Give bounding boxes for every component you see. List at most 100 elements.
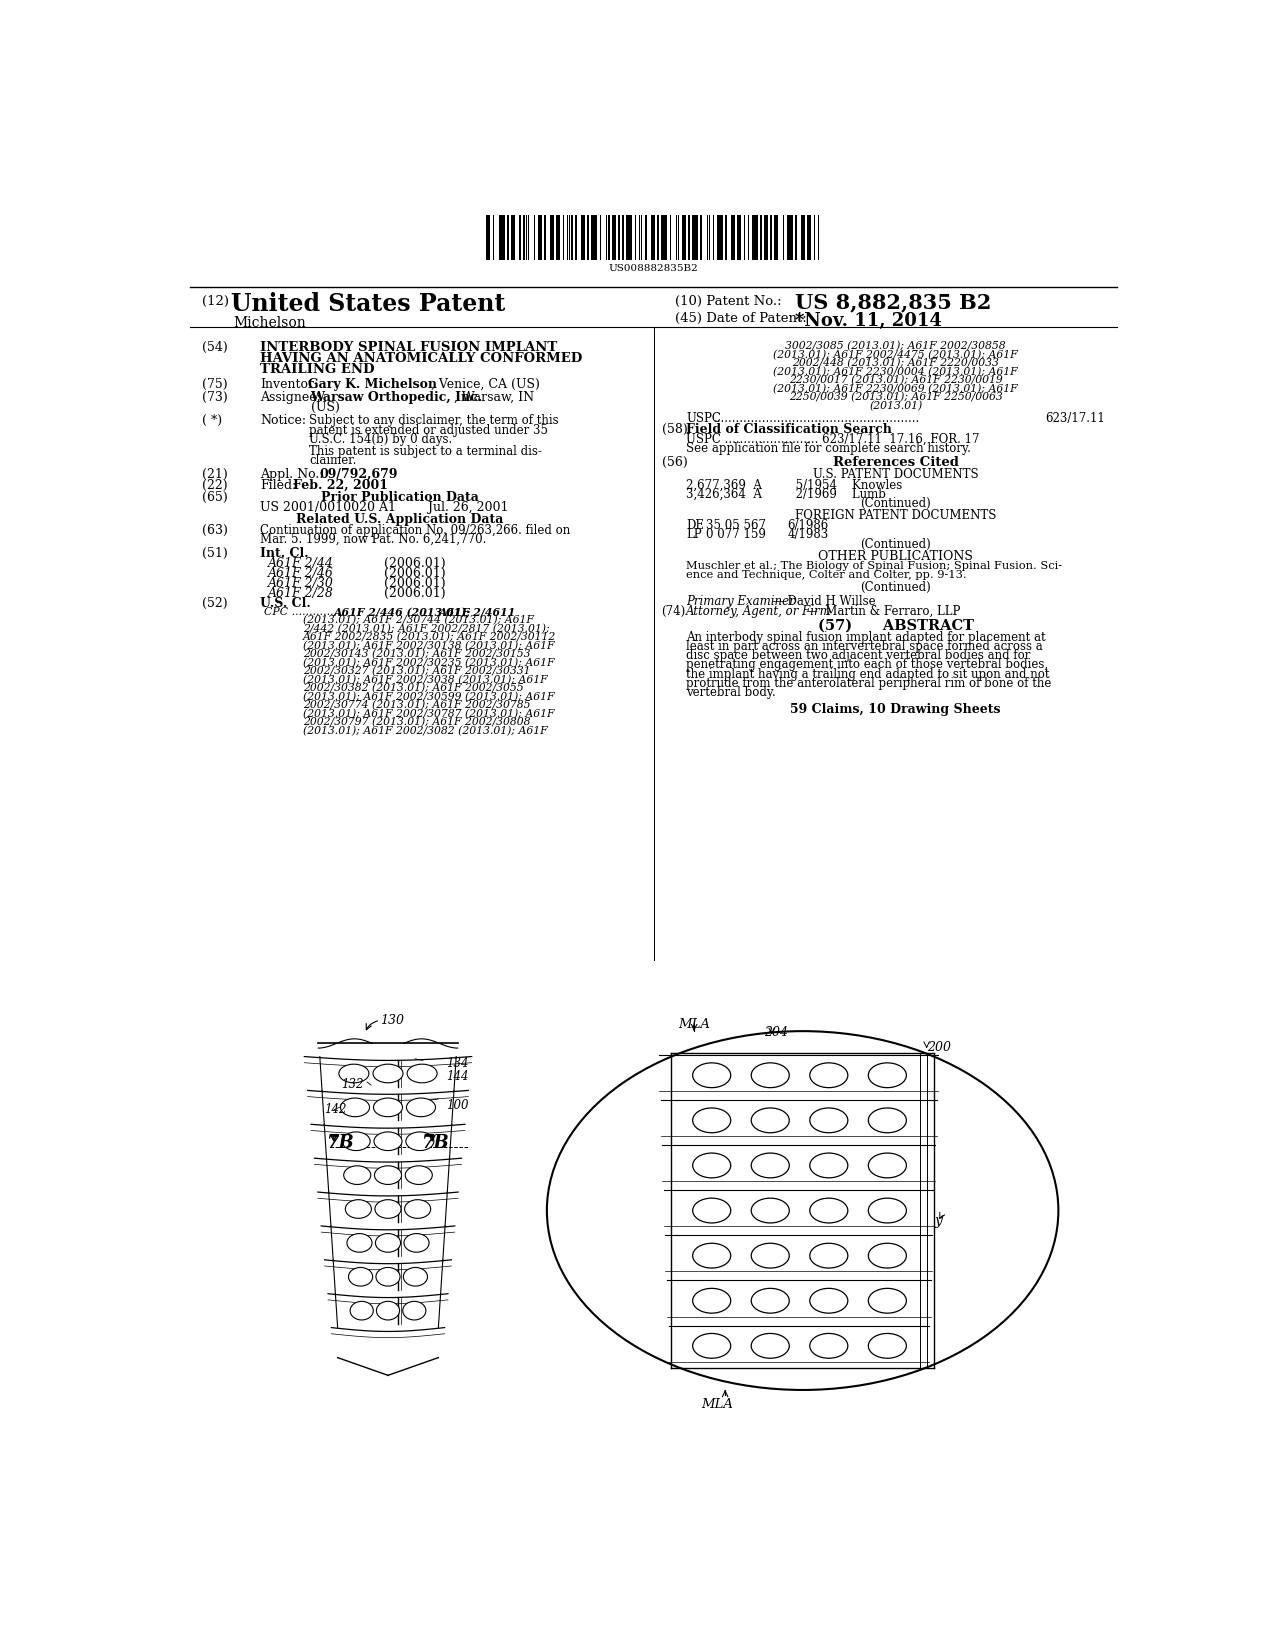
Ellipse shape <box>810 1198 848 1223</box>
Text: (2006.01): (2006.01) <box>384 587 446 601</box>
Bar <box>488 214 490 259</box>
Ellipse shape <box>692 1289 731 1313</box>
Ellipse shape <box>868 1063 907 1087</box>
Bar <box>696 214 697 259</box>
Ellipse shape <box>405 1167 432 1185</box>
Ellipse shape <box>375 1167 402 1185</box>
Text: (75): (75) <box>201 378 228 391</box>
Text: Michelson: Michelson <box>233 315 306 330</box>
Text: 142: 142 <box>324 1102 347 1115</box>
Text: Warsaw Orthopedic, Inc.: Warsaw Orthopedic, Inc. <box>311 391 483 404</box>
Text: 2002/30797 (2013.01); A61F 2002/30808: 2002/30797 (2013.01); A61F 2002/30808 <box>302 718 530 728</box>
Text: (74): (74) <box>662 604 686 617</box>
Ellipse shape <box>375 1234 400 1252</box>
Bar <box>534 214 536 259</box>
Text: (56): (56) <box>662 455 687 469</box>
Text: 2002/30774 (2013.01); A61F 2002/30785: 2002/30774 (2013.01); A61F 2002/30785 <box>302 700 530 711</box>
Text: 59 Claims, 10 Drawing Sheets: 59 Claims, 10 Drawing Sheets <box>790 703 1001 716</box>
Ellipse shape <box>810 1242 848 1269</box>
Ellipse shape <box>407 1097 436 1117</box>
Ellipse shape <box>405 1132 434 1150</box>
Text: 2002/30382 (2013.01); A61F 2002/3055: 2002/30382 (2013.01); A61F 2002/3055 <box>302 683 523 693</box>
Bar <box>618 214 620 259</box>
Bar <box>575 214 576 259</box>
Bar <box>539 214 542 259</box>
Bar <box>717 214 719 259</box>
Text: HAVING AN ANATOMICALLY CONFORMED: HAVING AN ANATOMICALLY CONFORMED <box>260 351 583 365</box>
Text: Gary K. Michelson: Gary K. Michelson <box>309 378 437 391</box>
Text: the implant having a trailing end adapted to sit upon and not: the implant having a trailing end adapte… <box>686 668 1049 681</box>
Bar <box>492 214 495 259</box>
Bar <box>501 214 502 259</box>
Text: (21): (21) <box>201 469 228 482</box>
Text: 2230/0017 (2013.01); A61F 2230/0019: 2230/0017 (2013.01); A61F 2230/0019 <box>789 375 1002 386</box>
Ellipse shape <box>868 1242 907 1269</box>
Text: 2002/30327 (2013.01); A61F 2002/30331: 2002/30327 (2013.01); A61F 2002/30331 <box>302 667 530 676</box>
Text: 2002/30143 (2013.01); A61F 2002/30153: 2002/30143 (2013.01); A61F 2002/30153 <box>302 648 530 660</box>
Bar <box>551 214 552 259</box>
Text: Assignee:: Assignee: <box>260 391 321 404</box>
Text: This patent is subject to a terminal dis-: This patent is subject to a terminal dis… <box>309 446 542 459</box>
Text: disc space between two adjacent vertebral bodies and for: disc space between two adjacent vertebra… <box>686 648 1030 662</box>
Text: (52): (52) <box>201 597 228 610</box>
Ellipse shape <box>810 1289 848 1313</box>
Text: USPC ......................... 623/17.11  17.16, FOR. 17: USPC ......................... 623/17.11… <box>686 432 980 446</box>
Text: A61F 2/44: A61F 2/44 <box>268 556 334 569</box>
Bar <box>752 214 754 259</box>
Bar <box>653 214 655 259</box>
Bar <box>606 214 607 259</box>
Text: (Continued): (Continued) <box>861 497 931 510</box>
Text: , Venice, CA (US): , Venice, CA (US) <box>431 378 539 391</box>
Bar <box>566 214 569 259</box>
Text: (57)      ABSTRACT: (57) ABSTRACT <box>817 619 974 632</box>
Text: claimer.: claimer. <box>309 454 356 467</box>
Text: (2013.01); A61F 2230/0004 (2013.01); A61F: (2013.01); A61F 2230/0004 (2013.01); A61… <box>774 366 1017 376</box>
Bar <box>519 214 521 259</box>
Text: Attorney, Agent, or Firm: Attorney, Agent, or Firm <box>686 604 833 617</box>
Ellipse shape <box>403 1267 427 1285</box>
Bar <box>556 214 558 259</box>
Text: INTERBODY SPINAL FUSION IMPLANT: INTERBODY SPINAL FUSION IMPLANT <box>260 342 557 355</box>
Bar <box>733 214 734 259</box>
Bar <box>502 214 505 259</box>
Bar <box>743 214 746 259</box>
Bar <box>669 214 671 259</box>
Text: Filed:: Filed: <box>260 478 296 492</box>
Text: U.S. PATENT DOCUMENTS: U.S. PATENT DOCUMENTS <box>813 469 978 482</box>
Bar <box>783 214 784 259</box>
Text: A61F 2/28: A61F 2/28 <box>268 587 334 601</box>
Text: (2013.01); A61F 2002/3038 (2013.01); A61F: (2013.01); A61F 2002/3038 (2013.01); A61… <box>302 675 547 685</box>
Text: Primary Examiner: Primary Examiner <box>686 594 796 607</box>
Ellipse shape <box>692 1063 731 1087</box>
Text: ( *): ( *) <box>201 414 222 427</box>
Ellipse shape <box>751 1063 789 1087</box>
Text: US008882835B2: US008882835B2 <box>608 264 697 274</box>
Bar <box>528 214 529 259</box>
Text: MLA: MLA <box>701 1398 733 1411</box>
Text: Appl. No.:: Appl. No.: <box>260 469 324 482</box>
Text: (2013.01); A61F 2230/0069 (2013.01); A61F: (2013.01); A61F 2230/0069 (2013.01); A61… <box>774 383 1017 394</box>
Bar <box>525 214 528 259</box>
Bar <box>740 214 741 259</box>
Bar <box>796 214 797 259</box>
Text: USPC: USPC <box>686 412 722 426</box>
Text: 35 05 567: 35 05 567 <box>706 520 766 531</box>
Text: (51): (51) <box>201 546 228 559</box>
Bar <box>683 214 686 259</box>
Text: U.S.C. 154(b) by 0 days.: U.S.C. 154(b) by 0 days. <box>309 432 453 446</box>
Text: 144: 144 <box>446 1069 469 1082</box>
Ellipse shape <box>751 1107 789 1134</box>
Text: (45) Date of Patent:: (45) Date of Patent: <box>674 312 807 325</box>
Text: (10) Patent No.:: (10) Patent No.: <box>674 295 782 309</box>
Ellipse shape <box>810 1107 848 1134</box>
Ellipse shape <box>692 1242 731 1269</box>
Ellipse shape <box>404 1234 430 1252</box>
Text: least in part across an intervertebral space formed across a: least in part across an intervertebral s… <box>686 640 1043 653</box>
Bar <box>678 214 680 259</box>
Bar <box>524 214 525 259</box>
Text: See application file for complete search history.: See application file for complete search… <box>686 442 972 455</box>
Bar <box>776 214 778 259</box>
Text: 2/442 (2013.01); A61F 2002/2817 (2013.01);: 2/442 (2013.01); A61F 2002/2817 (2013.01… <box>302 624 550 634</box>
Ellipse shape <box>868 1289 907 1313</box>
Text: 100: 100 <box>446 1099 469 1112</box>
